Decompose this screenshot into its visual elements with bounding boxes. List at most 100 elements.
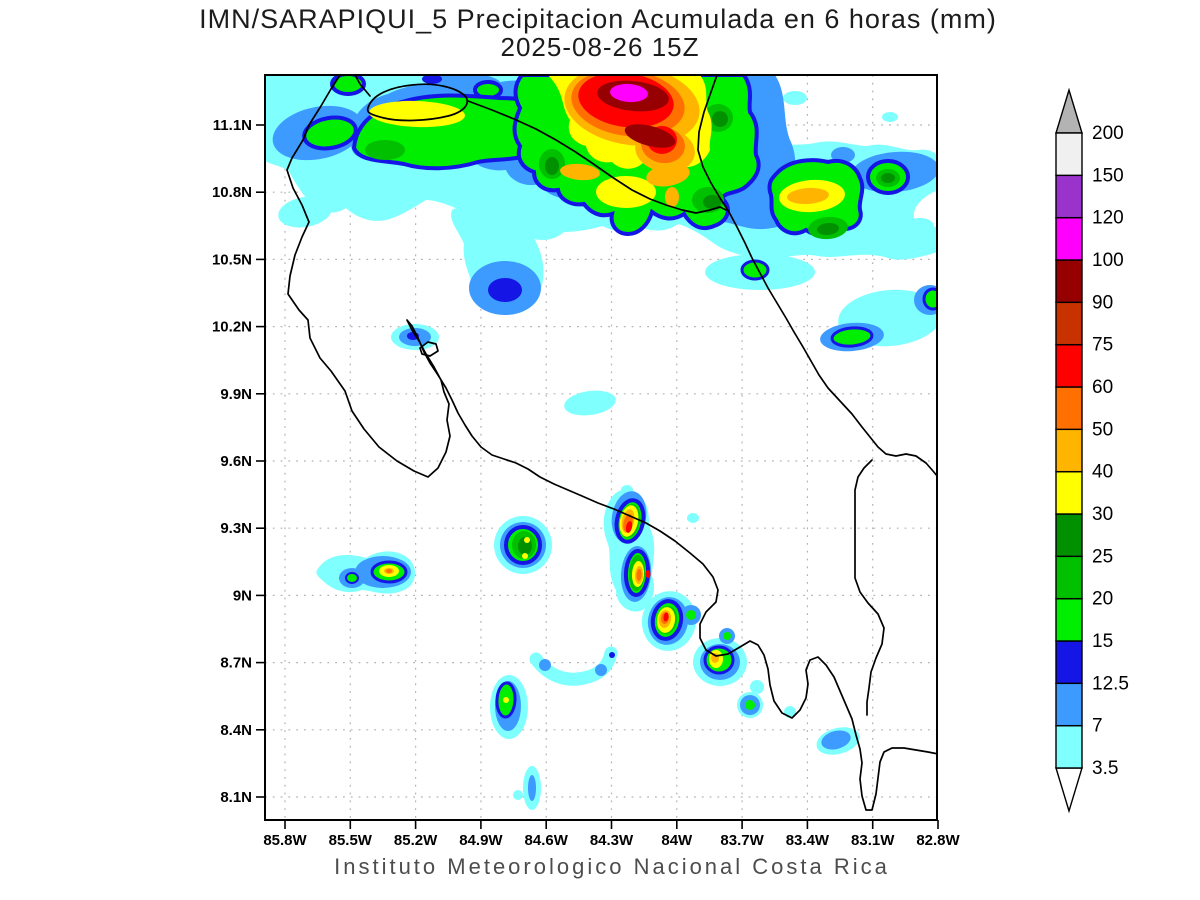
y-tick-label: 10.2N: [212, 319, 252, 336]
x-tick-label: 85.8W: [263, 832, 307, 849]
y-tick-label: 8.7N: [220, 655, 252, 672]
colorbar-label: 75: [1092, 335, 1113, 356]
precip-cell: [345, 572, 359, 584]
x-tick-label: 84.3W: [590, 832, 634, 849]
precip-cell: [645, 570, 651, 578]
precip-cell: [646, 163, 690, 187]
colorbar-label: 3.5: [1092, 758, 1118, 779]
x-axis-labels: 85.8W 85.5W 85.2W 84.9W 84.6W 84.3W 84W 83.7W 83…: [263, 832, 960, 849]
colorbar-over-arrow: [1055, 87, 1083, 134]
chart-title: IMN/SARAPIQUI_5 Precipitacion Acumulada …: [199, 4, 997, 34]
precip-cell: [723, 632, 731, 640]
colorbar-segment: [1055, 428, 1083, 473]
colorbar-label: 60: [1092, 377, 1113, 398]
precip-cell: [422, 75, 442, 84]
axis-ticks: [256, 124, 939, 829]
precip-cell: [686, 610, 696, 620]
colorbar-label: 120: [1092, 208, 1124, 229]
precip-cell: [881, 173, 895, 183]
colorbar-label: 15: [1092, 631, 1113, 652]
y-tick-label: 8.1N: [220, 789, 252, 806]
lake-nicaragua-shore: [366, 83, 468, 122]
colorbar-segment: [1055, 301, 1083, 346]
colorbar-segment: [1055, 555, 1083, 600]
precip-cell: [687, 513, 699, 523]
colorbar-under-arrow: [1055, 767, 1083, 814]
precip-cell: [712, 111, 728, 127]
precip-cell: [821, 730, 851, 750]
precip-cell: [783, 91, 807, 105]
y-tick-label: 9.6N: [220, 453, 252, 470]
precip-cell: [906, 218, 934, 234]
coastline-borders: [286, 75, 937, 811]
precip-cell: [528, 775, 536, 801]
precip-cell: [624, 124, 676, 148]
y-tick-label: 8.4N: [220, 722, 252, 739]
colorbar-segment: [1055, 174, 1083, 219]
precip-cell: [610, 83, 648, 103]
caribbean-coastline: [697, 75, 937, 478]
y-tick-label: 9.3N: [220, 520, 252, 537]
colorbar-segment: [1055, 597, 1083, 642]
y-tick-label: 10.8N: [212, 184, 252, 201]
y-axis-labels: 11.1N 10.8N 10.5N 10.2N 9.9N 9.6N 9.3N 9N 8.7N 8.…: [212, 117, 252, 806]
colorbar-label: 200: [1092, 123, 1124, 144]
precip-cell: [665, 187, 679, 207]
precip-cell: [595, 664, 607, 676]
y-tick-label: 10.5N: [212, 251, 252, 268]
precip-cell: [625, 521, 633, 533]
colorbar-segment: [1055, 724, 1083, 769]
colorbar-label: 90: [1092, 292, 1113, 313]
colorbar-segment: [1055, 513, 1083, 558]
precip-cell: [882, 112, 898, 122]
precipitation-field: [265, 75, 937, 810]
pacific-coastline: [286, 75, 937, 811]
colorbar-label: 7: [1092, 716, 1103, 737]
x-tick-label: 85.5W: [329, 832, 373, 849]
colorbar-segment: [1055, 640, 1083, 685]
chira-island: [419, 341, 439, 357]
colorbar-segment: [1055, 132, 1083, 177]
plot-border: [264, 74, 938, 821]
precip-cell: [488, 278, 522, 302]
x-tick-label: 85.2W: [394, 832, 438, 849]
y-tick-label: 11.1N: [213, 117, 252, 134]
precip-cell: [817, 222, 839, 236]
precip-cell: [596, 176, 656, 208]
colorbar-segment: [1055, 470, 1083, 515]
precip-cell: [830, 326, 874, 348]
colorbar-segment: [1055, 343, 1083, 388]
colorbar-label: 100: [1092, 250, 1124, 271]
precip-cell: [750, 680, 764, 694]
colorbar-segment: [1055, 386, 1083, 431]
x-tick-label: 83.4W: [786, 832, 830, 849]
x-tick-label: 84.9W: [459, 832, 503, 849]
precip-cell: [636, 569, 642, 581]
y-tick-label: 9N: [233, 587, 252, 604]
colorbar-segment: [1055, 259, 1083, 304]
precip-cell: [524, 537, 530, 543]
precip-cell: [365, 140, 405, 160]
x-tick-label: 84W: [661, 832, 693, 849]
precip-cell: [529, 646, 618, 686]
precip-cell: [386, 569, 392, 573]
precip-cell: [503, 697, 509, 703]
precip-cell: [513, 790, 523, 800]
precip-cell: [609, 652, 615, 658]
colorbar-label: 150: [1092, 165, 1124, 186]
lake-west-connector: [354, 75, 371, 97]
precip-cell: [787, 187, 829, 205]
precip-cell: [564, 390, 616, 416]
colorbar-label: 30: [1092, 504, 1113, 525]
colorbar-legend: 3.5 7 12.5 15 20 25 30 40 50 60 75 90 100 120 150 200: [1055, 87, 1129, 814]
precip-cell: [539, 659, 551, 671]
panama-border: [854, 459, 885, 716]
footer-credit: Instituto Meteorologico Nacional Costa R…: [334, 854, 890, 879]
x-tick-label: 83.1W: [851, 832, 895, 849]
nicaragua-border-sanjuan: [467, 100, 727, 214]
precip-cell: [745, 700, 755, 710]
precip-cell: [330, 75, 366, 96]
precip-cell: [703, 195, 721, 209]
